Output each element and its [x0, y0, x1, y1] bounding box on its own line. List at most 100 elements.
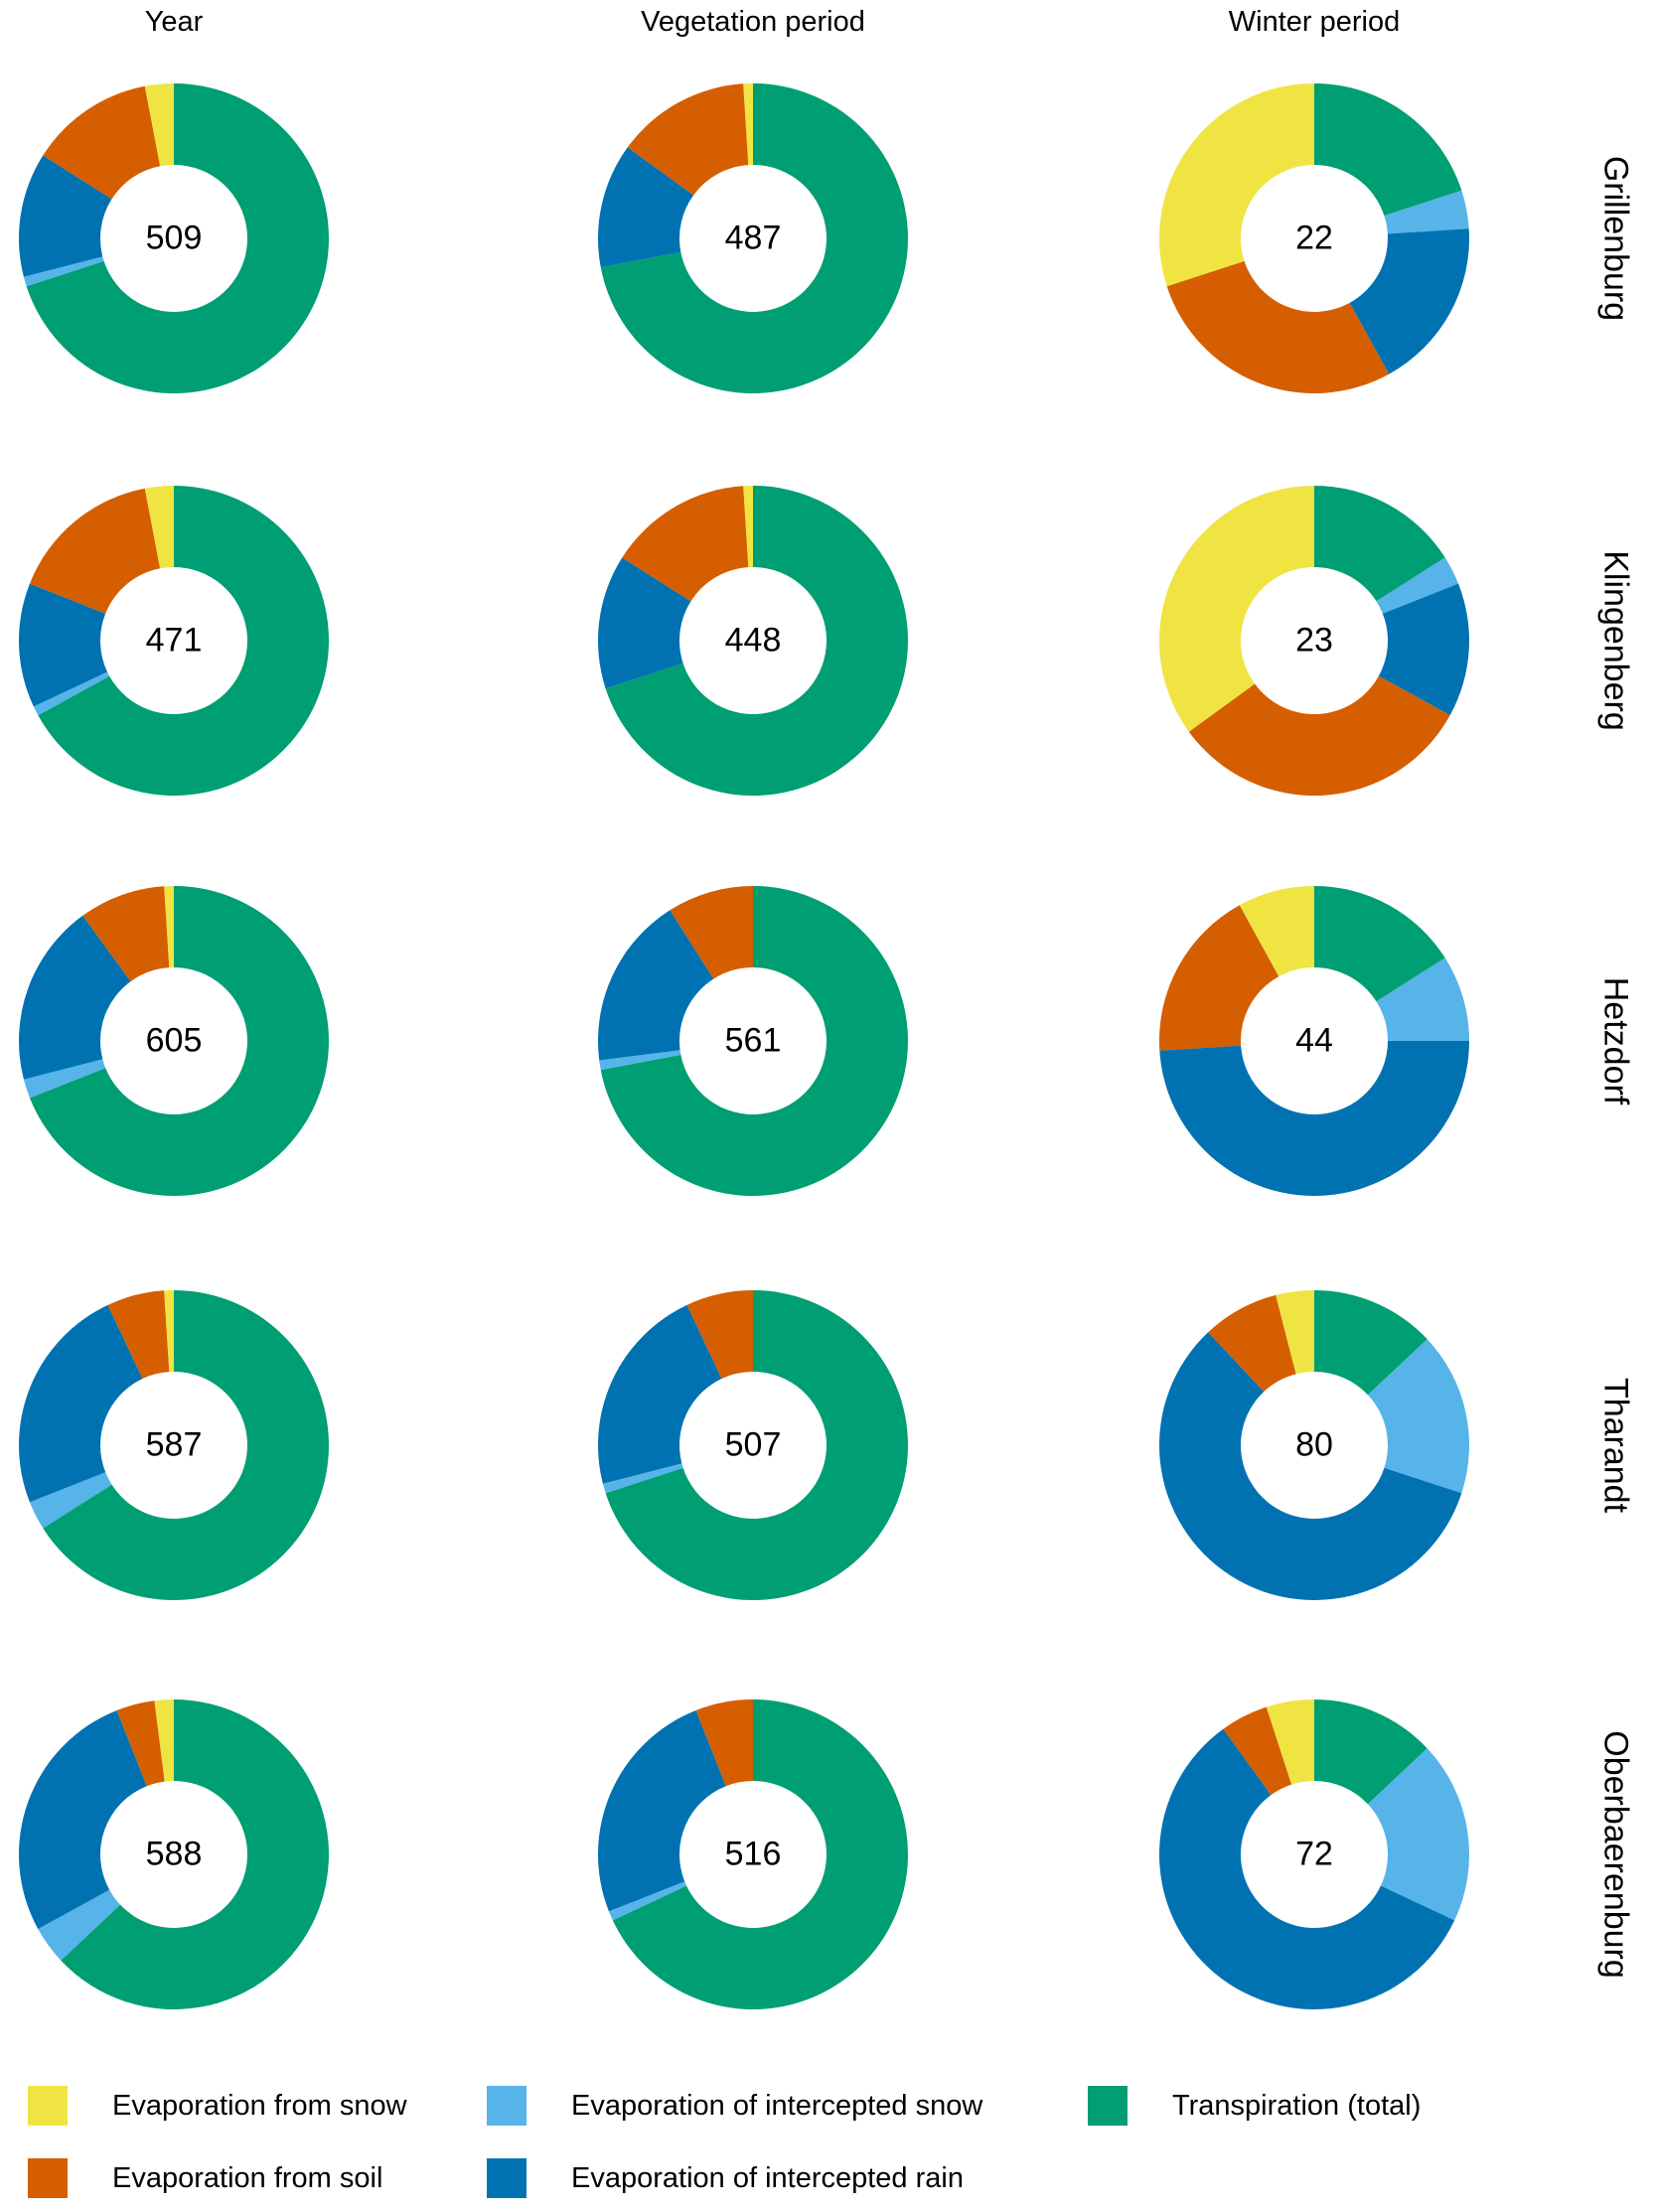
donut-hetzdorf-vegetation-period [598, 886, 908, 1196]
segment-transpiration [1314, 1699, 1428, 1805]
segment-intercepted_snow [29, 1472, 112, 1529]
donut-grillenburg-vegetation-period [598, 83, 908, 394]
segment-intercepted_rain [19, 915, 131, 1080]
donut-total-grillenburg-vegetation-period: 487 [724, 219, 782, 257]
segment-intercepted_rain [1349, 228, 1469, 374]
segment-intercepted_snow [1367, 1748, 1469, 1921]
segment-transpiration [605, 486, 908, 796]
segment-soil [1208, 1294, 1296, 1393]
legend-item-evaporation-of-intercepted-snow: Evaporation of intercepted snow [487, 2086, 982, 2126]
segment-soil [622, 486, 749, 602]
segment-transpiration [1314, 83, 1462, 217]
segment-soil [1166, 260, 1390, 393]
segment-snow [1276, 1290, 1314, 1375]
segment-soil [695, 1699, 753, 1787]
legend-label-evaporation-from-soil: Evaporation from soil [112, 2161, 383, 2194]
donut-grillenburg-year [19, 83, 329, 394]
row-label-hetzdorf: Hetzdorf [1596, 976, 1635, 1106]
segment-soil [116, 1700, 165, 1787]
segment-snow [144, 83, 174, 167]
donut-total-oberbaerenburg-year: 588 [145, 1835, 203, 1873]
segment-soil [1188, 675, 1450, 796]
segment-soil [686, 1290, 753, 1380]
row-label-oberbaerenburg: Oberbaerenburg [1596, 1730, 1635, 1979]
segment-transpiration [61, 1699, 329, 2009]
donut-tharandt-vegetation-period [598, 1290, 908, 1600]
segment-snow [154, 1699, 174, 1782]
segment-soil [43, 85, 161, 200]
segment-snow [1159, 486, 1314, 732]
donut-klingenberg-year [19, 486, 330, 796]
segment-transpiration [605, 1290, 908, 1600]
segment-intercepted_rain [1378, 583, 1469, 716]
donut-total-tharandt-vegetation-period: 507 [724, 1425, 782, 1464]
donut-total-tharandt-winter-period: 80 [1295, 1425, 1333, 1464]
donut-total-oberbaerenburg-vegetation-period: 516 [724, 1835, 782, 1873]
donut-grillenburg-winter-period [1159, 83, 1469, 393]
legend-swatch-snow [28, 2086, 68, 2126]
legend-item-evaporation-from-snow: Evaporation from snow [28, 2086, 407, 2126]
segment-intercepted_rain [19, 583, 108, 707]
donut-total-grillenburg-winter-period: 22 [1295, 219, 1333, 257]
column-header-year: Year [144, 6, 204, 38]
donut-total-oberbaerenburg-winter-period: 72 [1295, 1835, 1333, 1873]
legend-label-evaporation-from-snow: Evaporation from snow [112, 2089, 407, 2122]
column-header-vegetation-period: Vegetation period [641, 6, 865, 38]
legend-label-transpiration-total: Transpiration (total) [1172, 2089, 1422, 2122]
segment-soil [670, 886, 753, 979]
segment-soil [29, 488, 161, 614]
donut-total-klingenberg-year: 471 [145, 621, 203, 660]
segment-soil [82, 886, 170, 982]
donut-total-hetzdorf-year: 605 [145, 1021, 203, 1060]
segment-intercepted_snow [599, 1050, 681, 1071]
segment-transpiration [600, 83, 908, 394]
donut-tharandt-winter-period [1159, 1290, 1469, 1600]
legend-swatch-transpiration [1088, 2086, 1127, 2126]
segment-intercepted_rain [598, 910, 714, 1061]
donut-klingenberg-winter-period [1159, 486, 1469, 796]
segment-soil [107, 1290, 170, 1380]
segment-intercepted_rain [1159, 1728, 1455, 2009]
legend-label-evaporation-of-intercepted-snow: Evaporation of intercepted snow [571, 2089, 983, 2122]
segment-intercepted_snow [33, 671, 110, 716]
row-label-grillenburg: Grillenburg [1596, 155, 1635, 322]
segment-intercepted_snow [23, 256, 104, 287]
segment-intercepted_rain [18, 1709, 147, 1930]
donut-total-grillenburg-year: 509 [145, 219, 203, 257]
segment-transpiration [612, 1699, 908, 2009]
segment-transpiration [600, 886, 908, 1196]
segment-intercepted_snow [602, 1463, 683, 1494]
legend-label-evaporation-of-intercepted-rain: Evaporation of intercepted rain [571, 2161, 964, 2194]
legend-item-evaporation-from-soil: Evaporation from soil [28, 2158, 382, 2198]
segment-intercepted_rain [18, 1304, 143, 1503]
legend-item-evaporation-of-intercepted-rain: Evaporation of intercepted rain [487, 2158, 964, 2198]
segment-transpiration [1314, 886, 1445, 1002]
donut-hetzdorf-year [19, 886, 329, 1196]
segment-transpiration [29, 886, 329, 1196]
segment-transpiration [1314, 486, 1445, 602]
segment-snow [743, 486, 753, 568]
segment-intercepted_rain [598, 147, 694, 268]
segment-snow [144, 486, 174, 569]
legend-swatch-soil [28, 2158, 68, 2198]
donut-total-hetzdorf-winter-period: 44 [1295, 1021, 1333, 1060]
donut-total-klingenberg-winter-period: 23 [1295, 621, 1333, 660]
legend-swatch-intercepted-rain [487, 2158, 526, 2198]
donut-oberbaerenburg-winter-period [1159, 1699, 1469, 2009]
donut-oberbaerenburg-vegetation-period [598, 1699, 908, 2009]
segment-intercepted_snow [1376, 958, 1469, 1041]
segment-transpiration [38, 486, 330, 796]
donut-tharandt-year [18, 1290, 329, 1600]
donut-total-tharandt-year: 587 [145, 1425, 203, 1464]
donut-hetzdorf-winter-period [1159, 886, 1469, 1196]
row-label-tharandt: Tharandt [1596, 1377, 1635, 1514]
segment-snow [1239, 886, 1314, 977]
segment-transpiration [1314, 1290, 1428, 1396]
donut-oberbaerenburg-year [18, 1699, 329, 2009]
segment-intercepted_rain [598, 557, 691, 689]
segment-intercepted_snow [608, 1881, 687, 1921]
segment-soil [627, 83, 749, 196]
donut-klingenberg-vegetation-period [598, 486, 908, 796]
segment-snow [164, 886, 174, 968]
segment-intercepted_rain [19, 155, 112, 277]
